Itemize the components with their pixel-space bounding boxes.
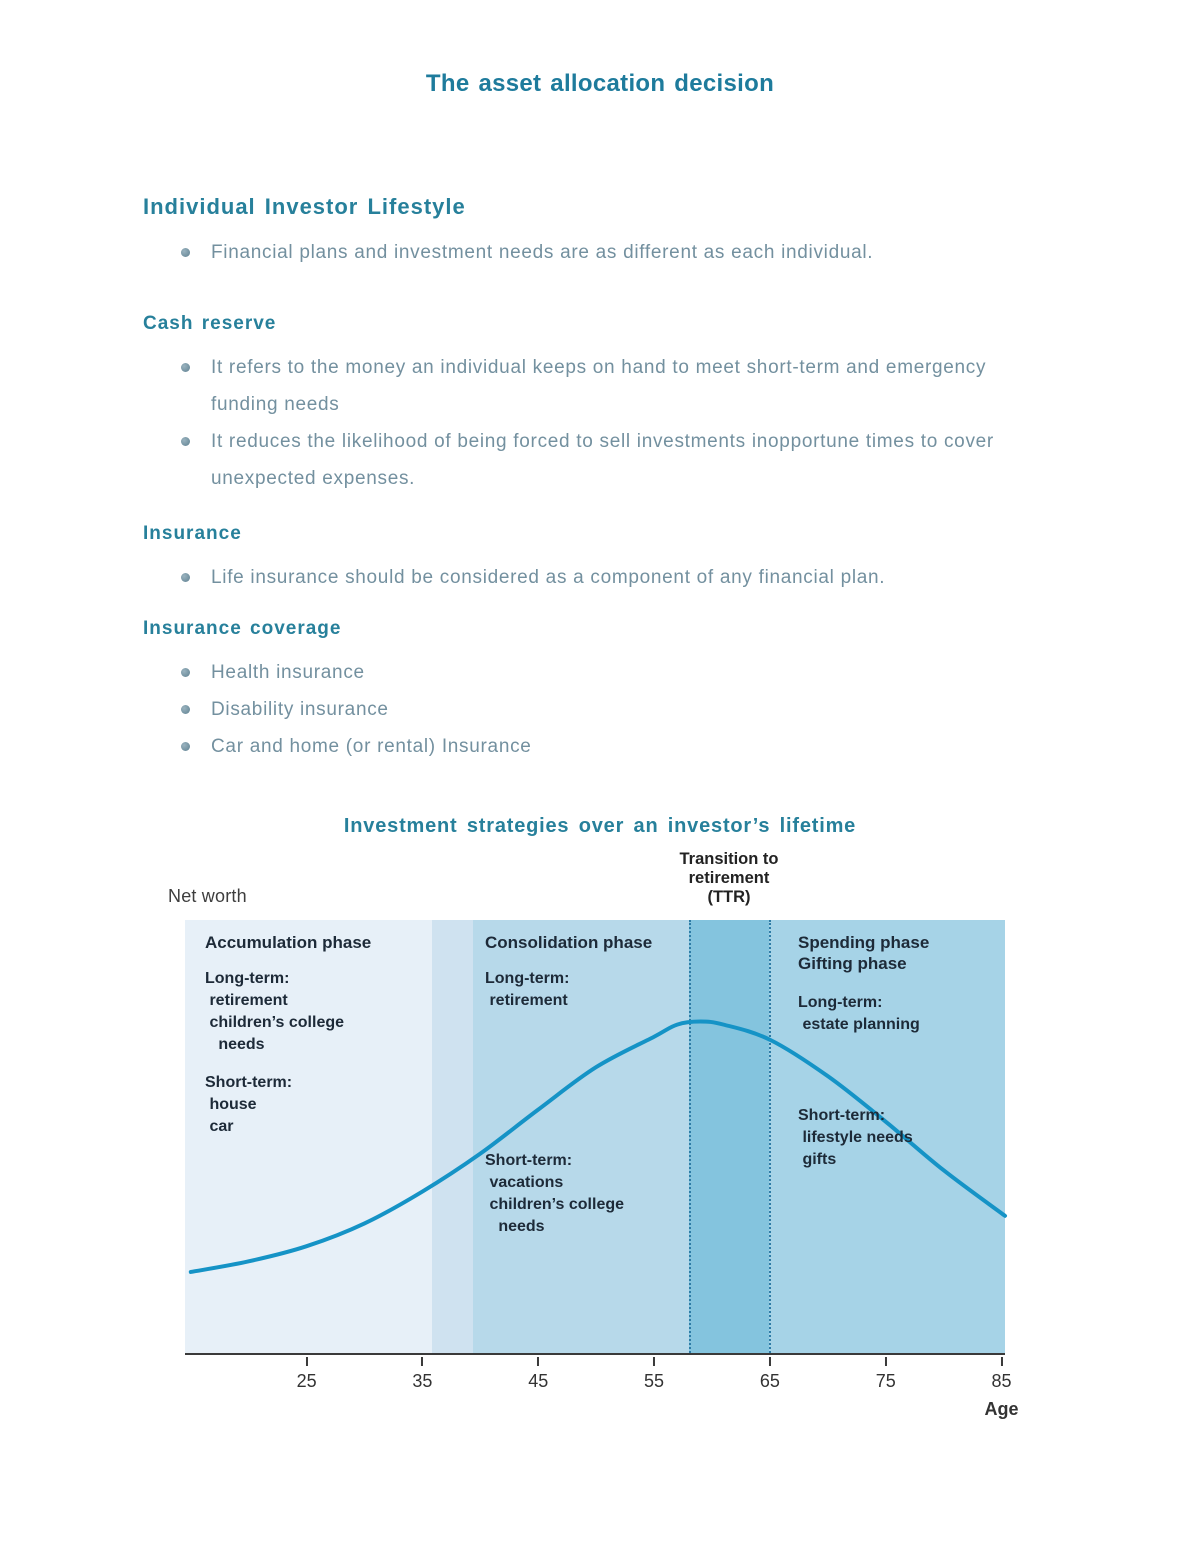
list-item: Financial plans and investment needs are… <box>143 234 1040 271</box>
list-item: It refers to the money an individual kee… <box>143 349 1040 423</box>
x-axis-tick: 55 <box>644 1357 664 1392</box>
list-item: Life insurance should be considered as a… <box>143 559 1040 596</box>
x-axis-tick: 65 <box>760 1357 780 1392</box>
x-axis-tick: 35 <box>412 1357 432 1392</box>
bullet-icon <box>181 437 190 446</box>
ttr-boundary-dotted-line <box>768 920 771 1353</box>
tick-mark <box>653 1357 656 1366</box>
bullet-text: Financial plans and investment needs are… <box>211 242 874 263</box>
phase-band <box>768 920 1005 1353</box>
bullet-list: Life insurance should be considered as a… <box>143 559 1040 596</box>
consolidation-short-term-text: Short-term: vacations children’s college… <box>485 1152 625 1235</box>
list-item: It reduces the likelihood of being force… <box>143 423 1040 497</box>
net-worth-axis-label: Net worth <box>168 886 247 906</box>
tick-mark <box>1000 1357 1003 1366</box>
tick-label: 25 <box>296 1371 317 1391</box>
figure-title: Investment strategies over an investor’s… <box>343 815 857 837</box>
bullet-icon <box>181 573 190 582</box>
section-insurance-coverage: Insurance coverage Health insurance Disa… <box>143 618 1040 765</box>
phase-band <box>431 920 474 1353</box>
bullet-text: It reduces the likelihood of being force… <box>211 431 994 489</box>
bullet-text: Health insurance <box>211 662 365 683</box>
bullet-icon <box>181 705 190 714</box>
tick-label: 85 <box>991 1371 1012 1391</box>
phase-band <box>185 920 432 1353</box>
tick-label: 45 <box>528 1371 549 1391</box>
section-heading: Insurance <box>143 523 242 544</box>
phase-label-consolidation: Consolidation phase <box>485 933 653 952</box>
spending-long-term-text: Long-term: estate planning <box>798 994 920 1033</box>
age-axis-label: Age <box>984 1399 1019 1419</box>
section-individual-investor-lifestyle: Individual Investor Lifestyle Financial … <box>143 194 1040 271</box>
bullet-icon <box>181 363 190 372</box>
accumulation-short-term-text: Short-term: house car <box>205 1074 293 1135</box>
section-heading: Individual Investor Lifestyle <box>143 194 466 219</box>
bullet-list: Financial plans and investment needs are… <box>143 234 1040 271</box>
tick-label: 75 <box>875 1371 896 1391</box>
x-axis-tick: 45 <box>528 1357 548 1392</box>
accumulation-long-term-text: Long-term: retirement children’s college… <box>205 970 345 1053</box>
net-worth-curve <box>188 1019 1007 1274</box>
spending-short-term-text: Short-term: lifestyle needs gifts <box>798 1107 913 1168</box>
tick-label: 35 <box>412 1371 433 1391</box>
bullet-text: Disability insurance <box>211 699 389 720</box>
ttr-boundary-dotted-line <box>688 920 691 1353</box>
phase-label-spending-gifting: Spending phase Gifting phase <box>798 933 930 973</box>
x-axis-tick: 75 <box>876 1357 896 1392</box>
ttr-annotation: Transition to retirement (TTR) <box>679 850 779 906</box>
section-cash-reserve: Cash reserve It refers to the money an i… <box>143 313 1040 497</box>
document-page: The asset allocation decision Individual… <box>0 70 1200 1427</box>
bullet-list: Health insurance Disability insurance Ca… <box>143 654 1040 765</box>
x-axis: 25 35 45 55 65 75 85 Age <box>185 1357 1019 1423</box>
bullet-icon <box>181 248 190 257</box>
bullet-text: It refers to the money an individual kee… <box>211 357 987 415</box>
chart-region: Net worth Transition to retirement (TTR)… <box>0 842 1200 1427</box>
tick-label: 55 <box>644 1371 665 1391</box>
consolidation-long-term-text: Long-term: retirement <box>485 970 570 1009</box>
bullet-text: Car and home (or rental) Insurance <box>211 736 532 757</box>
phase-label-accumulation: Accumulation phase <box>205 933 372 952</box>
list-item: Disability insurance <box>143 691 1040 728</box>
tick-mark <box>421 1357 424 1366</box>
tick-label: 65 <box>759 1371 780 1391</box>
list-item: Car and home (or rental) Insurance <box>143 728 1040 765</box>
bullet-text: Life insurance should be considered as a… <box>211 567 886 588</box>
x-axis-tick: 85 <box>992 1357 1012 1392</box>
tick-mark <box>884 1357 887 1366</box>
bullet-icon <box>181 742 190 751</box>
phase-bands-container <box>185 920 1005 1353</box>
bullet-list: It refers to the money an individual kee… <box>143 349 1040 497</box>
x-axis-tick: 25 <box>297 1357 317 1392</box>
phase-band <box>473 920 689 1353</box>
lifecycle-figure: Investment strategies over an investor’s… <box>0 815 1200 1427</box>
tick-mark <box>305 1357 308 1366</box>
tick-mark <box>537 1357 540 1366</box>
section-heading: Cash reserve <box>143 313 277 334</box>
tick-mark <box>768 1357 771 1366</box>
document-title: The asset allocation decision <box>425 70 775 97</box>
bullet-icon <box>181 668 190 677</box>
section-heading: Insurance coverage <box>143 618 342 639</box>
list-item: Health insurance <box>143 654 1040 691</box>
document-body: Individual Investor Lifestyle Financial … <box>143 194 1040 765</box>
section-insurance: Insurance Life insurance should be consi… <box>143 523 1040 596</box>
phase-band <box>688 920 769 1353</box>
chart-plot-area: Accumulation phase Long-term: retirement… <box>185 920 1007 1355</box>
